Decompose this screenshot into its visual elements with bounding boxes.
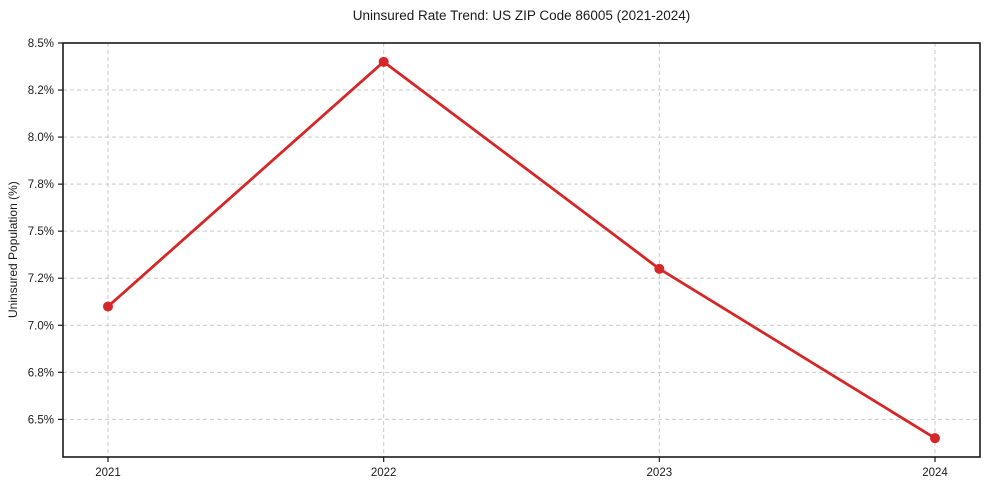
data-point: [378, 56, 389, 67]
trend-line: [106, 60, 937, 440]
data-point: [103, 301, 113, 312]
x-tick-label: 2023: [647, 467, 673, 479]
x-tick-label: 2022: [371, 467, 397, 479]
x-tick-label: 2024: [922, 467, 948, 479]
y-tick-label: 8.5%: [28, 38, 54, 50]
data-point: [654, 263, 665, 274]
data-point: [930, 433, 940, 444]
y-tick-label: 8.2%: [28, 85, 54, 97]
x-tick-label: 2021: [95, 467, 121, 479]
y-tick-label: 6.5%: [28, 414, 54, 426]
y-tick-label: 7.8%: [28, 179, 54, 191]
y-tick-label: 6.8%: [28, 367, 54, 379]
y-tick-label: 8.0%: [28, 132, 54, 144]
chart-title: Uninsured Rate Trend: US ZIP Code 86005 …: [352, 8, 691, 23]
y-tick-label: 7.5%: [28, 226, 54, 238]
axes-spines: [62, 42, 981, 458]
y-tick-label: 7.2%: [28, 273, 54, 285]
y-tick-label: 7.0%: [28, 320, 54, 332]
